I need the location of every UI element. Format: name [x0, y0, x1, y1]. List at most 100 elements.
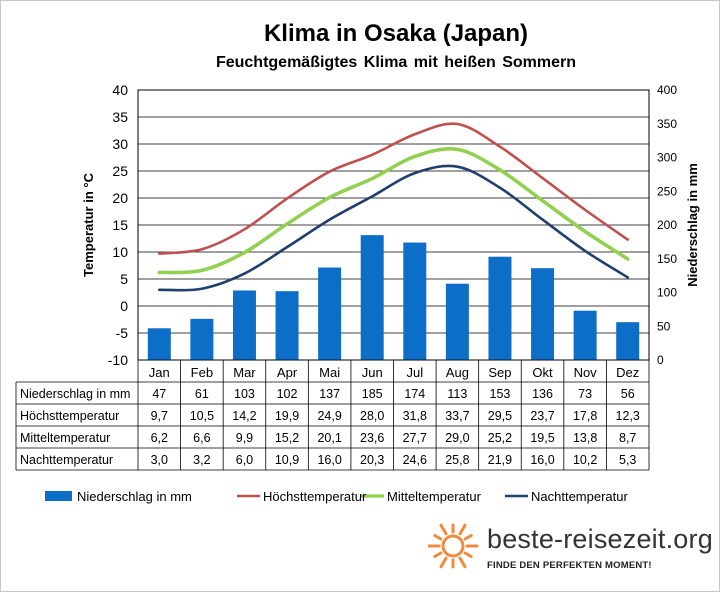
data-label: 5,3 — [619, 453, 636, 467]
y-left-axis-title: Temperatur in °C — [81, 172, 96, 277]
gridlines — [138, 89, 649, 361]
data-label: 23,6 — [360, 431, 384, 445]
precip-bar — [616, 322, 640, 360]
y-left-tick-label: 10 — [112, 244, 128, 260]
table-row-label: Niederschlag in mm — [20, 387, 130, 401]
data-label: 16,0 — [317, 453, 341, 467]
data-label: 19,9 — [275, 409, 299, 423]
data-label: 8,7 — [619, 431, 636, 445]
chart-subtitle: Feuchtgemäßigtes Klima mit heißen Sommer… — [215, 54, 577, 71]
data-label: 27,7 — [403, 431, 427, 445]
table-row-label: Höchsttemperatur — [20, 409, 119, 423]
data-label: 14,2 — [232, 409, 256, 423]
x-tick-label: Jun — [362, 365, 383, 380]
data-label: 6,0 — [236, 453, 253, 467]
sun-ray — [439, 556, 448, 569]
data-label: 23,7 — [530, 409, 554, 423]
y-left-tick-label: 35 — [112, 109, 128, 125]
data-label: 24,6 — [403, 453, 427, 467]
precip-bar — [403, 242, 427, 360]
data-label: 10,2 — [573, 453, 597, 467]
y-right-tick-label: 50 — [657, 319, 671, 333]
y-right-tick-label: 200 — [657, 218, 677, 232]
precip-bar — [573, 310, 597, 360]
data-label: 3,2 — [193, 453, 210, 467]
mean-temp-line — [157, 147, 630, 275]
data-label: 25,8 — [445, 453, 469, 467]
data-label: 19,5 — [530, 431, 554, 445]
x-tick-label: Jan — [149, 365, 170, 380]
data-label: 9,7 — [151, 409, 168, 423]
brand-slogan: FINDE DEN PERFEKTEN MOMENT! — [487, 560, 652, 571]
data-label: 10,9 — [275, 453, 299, 467]
data-label: 17,8 — [573, 409, 597, 423]
y-left-tick-label: 25 — [112, 163, 128, 179]
y-right-tick-label: 250 — [657, 184, 677, 198]
y-left-tick-label: -5 — [116, 325, 129, 341]
table-row-label: Mitteltemperatur — [20, 431, 110, 445]
sun-ray — [439, 523, 448, 536]
legend-label: Niederschlag in mm — [77, 489, 192, 504]
y-right-tick-label: 100 — [657, 286, 677, 300]
data-table — [15, 359, 650, 471]
climate-chart: 4035302520151050-5-104003503002502001501… — [15, 82, 700, 504]
precip-bar — [531, 268, 555, 360]
data-label: 137 — [319, 387, 340, 401]
legend-swatch-precip — [45, 491, 72, 501]
data-label: 10,5 — [190, 409, 214, 423]
brand-name[interactable]: beste-reisezeit.org — [487, 524, 713, 554]
max-temp-line — [157, 122, 630, 255]
sun-icon — [428, 523, 479, 569]
branding[interactable]: beste-reisezeit.org FINDE DEN PERFEKTEN … — [428, 520, 718, 580]
y-left-tick-label: 15 — [112, 217, 128, 233]
y-left-tick-label: -10 — [108, 352, 128, 368]
x-tick-label: Dez — [616, 365, 639, 380]
data-label: 20,3 — [360, 453, 384, 467]
data-label: 9,9 — [236, 431, 253, 445]
data-label: 20,1 — [317, 431, 341, 445]
x-tick-label: Mar — [233, 365, 256, 380]
y-right-tick-label: 300 — [657, 151, 677, 165]
data-label: 103 — [234, 387, 255, 401]
y-left-tick-label: 20 — [112, 190, 128, 206]
x-tick-label: Apr — [277, 365, 298, 380]
x-tick-label: Feb — [191, 365, 213, 380]
y-right-tick-label: 400 — [657, 83, 677, 97]
y-right-tick-label: 350 — [657, 117, 677, 131]
sun-ray — [463, 534, 473, 541]
y-left-tick-label: 5 — [120, 271, 128, 287]
x-tick-label: Mai — [319, 365, 340, 380]
data-label: 174 — [404, 387, 425, 401]
sun-ray — [458, 523, 467, 536]
sun-ray — [463, 551, 473, 558]
data-label: 21,9 — [488, 453, 512, 467]
table-row-label: Nachttemperatur — [20, 453, 113, 467]
sun-disc — [441, 534, 465, 558]
x-tick-label: Sep — [488, 365, 511, 380]
x-tick-label: Jul — [406, 365, 423, 380]
data-label: 28,0 — [360, 409, 384, 423]
data-label: 73 — [578, 387, 592, 401]
x-tick-label: Nov — [574, 365, 598, 380]
data-label: 6,2 — [151, 431, 168, 445]
chart-title: Klima in Osaka (Japan) — [263, 20, 529, 47]
data-label: 29,5 — [488, 409, 512, 423]
night-temp-line — [157, 164, 630, 292]
y-left-tick-label: 40 — [112, 82, 128, 98]
data-label: 15,2 — [275, 431, 299, 445]
sun-ray — [458, 556, 467, 569]
x-tick-label: Okt — [532, 365, 553, 380]
data-label: 136 — [532, 387, 553, 401]
data-label: 12,3 — [616, 409, 640, 423]
data-label: 102 — [277, 387, 298, 401]
data-label: 153 — [490, 387, 511, 401]
sun-ray — [433, 534, 443, 541]
legend — [45, 491, 528, 501]
data-label: 33,7 — [445, 409, 469, 423]
data-label: 16,0 — [530, 453, 554, 467]
data-label: 24,9 — [317, 409, 341, 423]
legend-label: Mitteltemperatur — [387, 489, 482, 504]
data-label: 31,8 — [403, 409, 427, 423]
data-label: 25,2 — [488, 431, 512, 445]
data-label: 185 — [362, 387, 383, 401]
